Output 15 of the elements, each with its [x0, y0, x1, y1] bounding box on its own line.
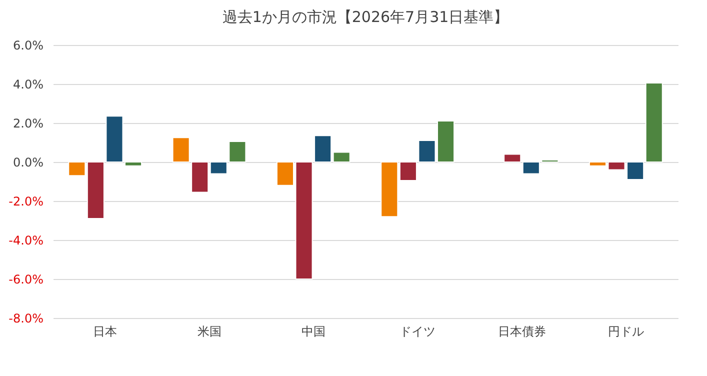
y-tick-label: -6.0% [8, 272, 44, 286]
x-tick-label: 日本債券 [498, 324, 546, 338]
y-tick-label: 4.0% [13, 78, 44, 92]
x-tick-label: 円ドル [608, 324, 644, 338]
x-tick-label: ドイツ [400, 324, 436, 338]
y-tick-label: -2.0% [8, 194, 44, 208]
y-tick-label: 2.0% [13, 116, 44, 130]
chart-title: 過去1か月の市況【2026年7月31日基準】 [222, 8, 509, 26]
x-tick-label: 日本 [93, 324, 118, 338]
y-tick-label: 6.0% [13, 38, 44, 52]
x-tick-label: 米国 [197, 324, 222, 338]
y-tick-label: -4.0% [8, 234, 44, 248]
y-tick-label: 0.0% [13, 156, 44, 170]
x-tick-label: 中国 [301, 324, 326, 338]
y-tick-label: -8.0% [8, 312, 44, 326]
